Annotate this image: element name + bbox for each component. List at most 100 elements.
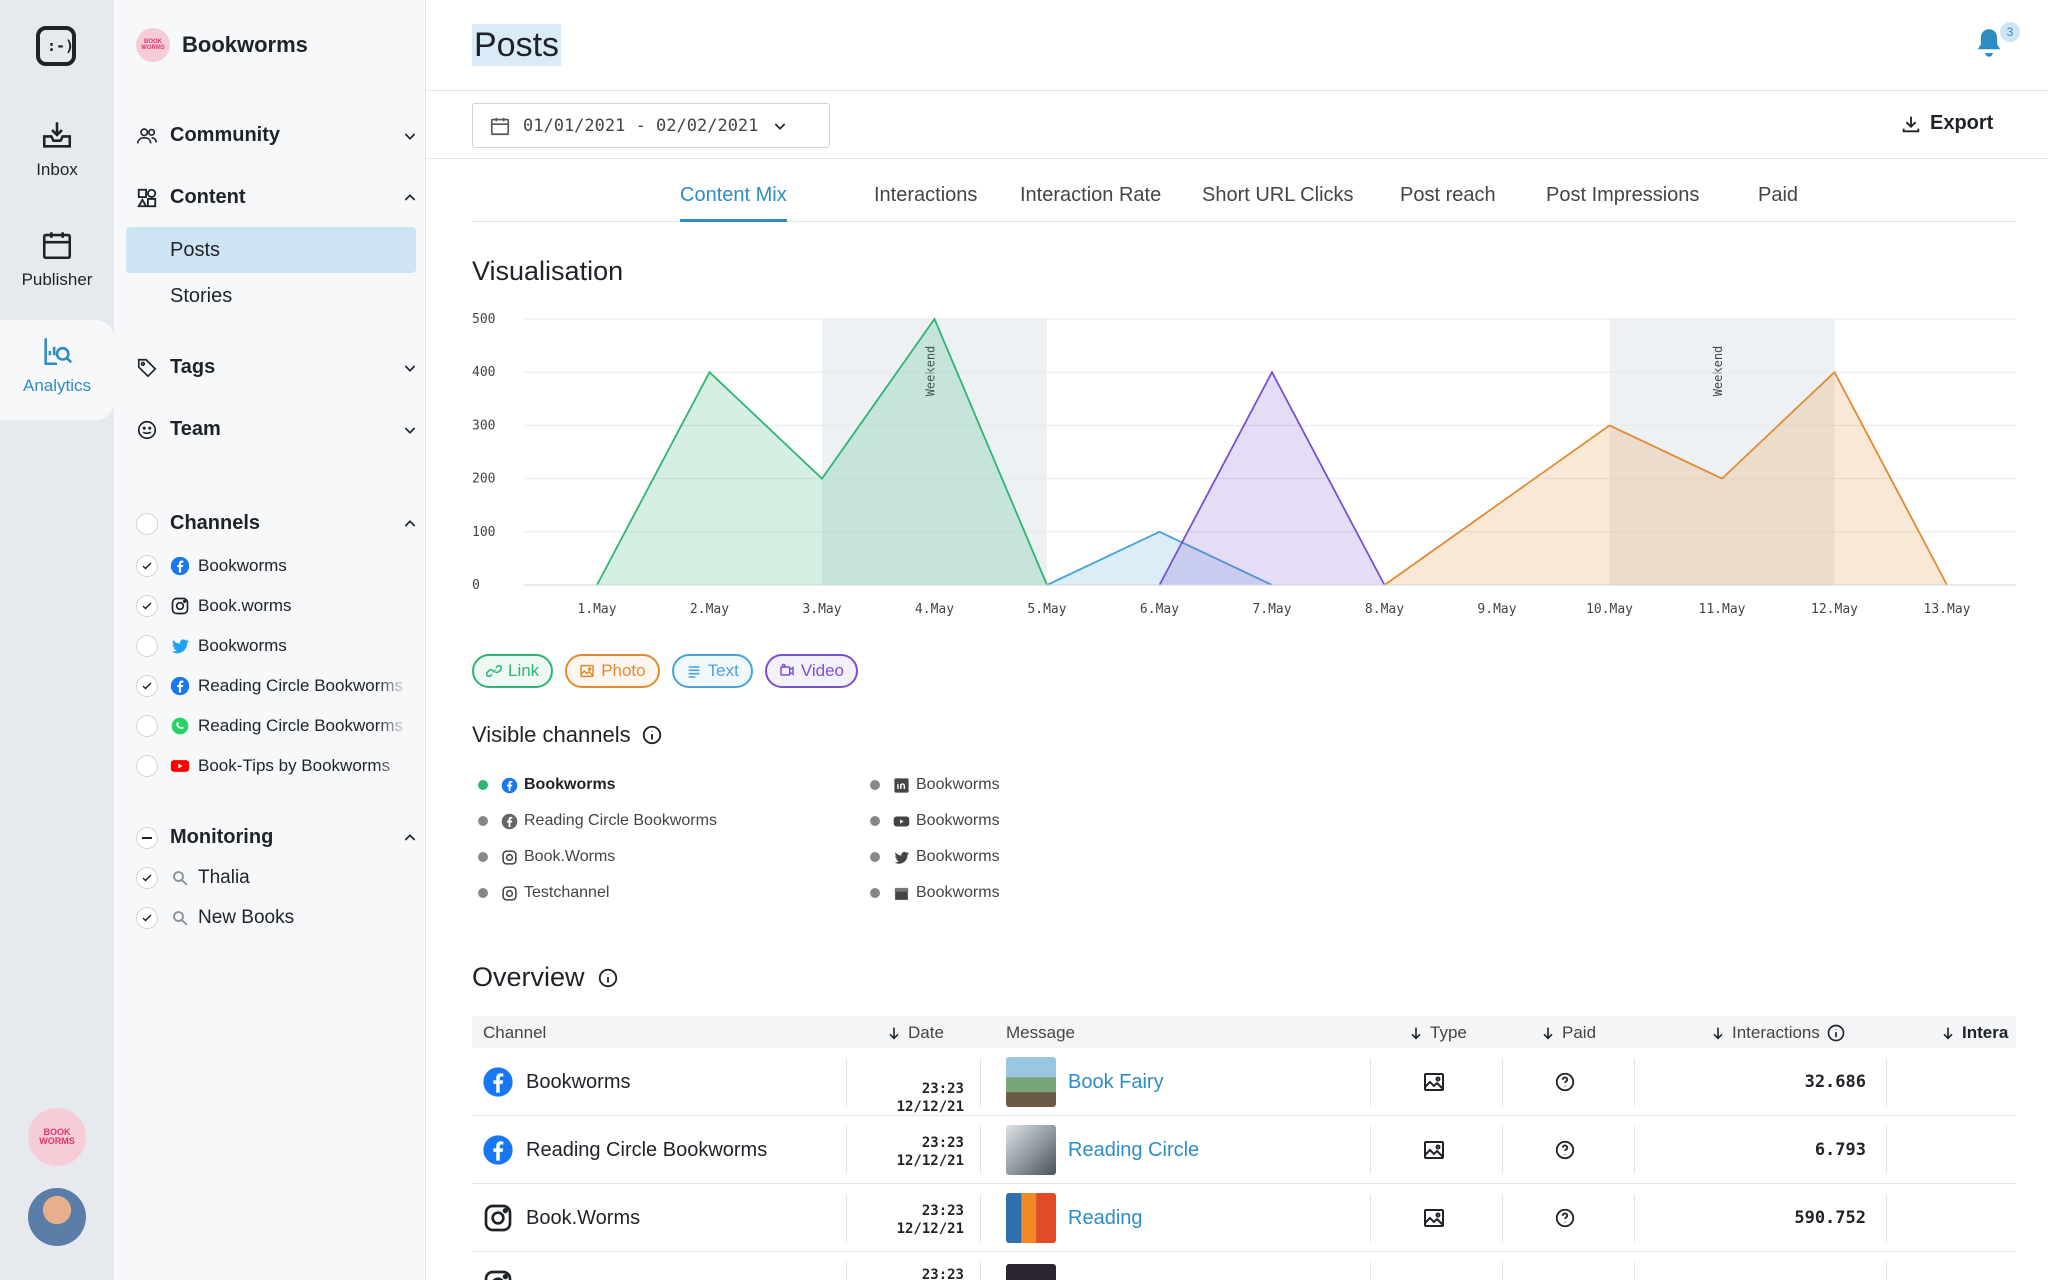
channel-label: Reading Circle Bookworms [198, 716, 404, 735]
sidebar-section-content[interactable]: Content [136, 186, 418, 209]
x-tick-label: 13.May [1924, 602, 1971, 617]
divider [1502, 1126, 1503, 1174]
chevron-up-icon [404, 193, 416, 201]
sidebar-section-community[interactable]: Community [136, 124, 418, 147]
monitoring-item[interactable]: New Books [136, 907, 426, 929]
visible-channel-item[interactable]: Bookworms [870, 812, 1000, 830]
legend-pill-video[interactable]: Video [764, 654, 858, 688]
legend-pill-photo[interactable]: Photo [565, 654, 660, 688]
channel-checkbox[interactable] [136, 635, 158, 657]
rail-analytics[interactable]: Analytics [0, 334, 114, 396]
page-title: Posts [472, 24, 562, 66]
x-tick-label: 3.May [802, 602, 841, 617]
message-cell[interactable]: Reading Circle [1006, 1116, 1199, 1184]
monitoring-checkbox[interactable] [136, 907, 158, 929]
export-button[interactable]: Export [1900, 112, 1993, 135]
x-tick-label: 8.May [1365, 602, 1404, 617]
post-message-link[interactable]: Book Fairy [1068, 1070, 1164, 1093]
sidebar-section-channels[interactable]: Channels [136, 512, 418, 535]
tab-post-impressions[interactable]: Post Impressions [1546, 184, 1700, 206]
legend-pill-link[interactable]: Link [472, 654, 554, 688]
channel-item[interactable]: Book-Tips by Bookworms [136, 755, 426, 777]
table-header: Channel Date Message Type Paid Interacti… [472, 1016, 2016, 1048]
table-row[interactable]: Reading Circle Bookworms 23:23 12/12/21 … [472, 1116, 2016, 1184]
notification-badge: 3 [2000, 22, 2020, 42]
table-row[interactable]: Book.Worms 23:23 12/12/21 Reading 590.75… [472, 1184, 2016, 1252]
bell-icon[interactable] [1974, 26, 2004, 60]
column-header-paid[interactable]: Paid [1540, 1023, 1596, 1043]
visible-channel-item[interactable]: Bookworms [870, 884, 1000, 902]
channel-checkbox[interactable] [136, 555, 158, 577]
table-row[interactable]: 23:23 [472, 1252, 2016, 1280]
date-cell: 23:23 [878, 1252, 964, 1280]
channel-checkbox[interactable] [136, 715, 158, 737]
channel-item[interactable]: Bookworms [136, 555, 426, 577]
column-header-label: Type [1430, 1023, 1467, 1042]
post-date: 12/12/21 [896, 1153, 964, 1169]
visible-channel-item[interactable]: Reading Circle Bookworms [478, 812, 717, 830]
post-date: 12/12/21 [896, 1099, 964, 1115]
content-icon [136, 187, 158, 209]
rail-publisher[interactable]: Publisher [0, 228, 114, 290]
column-header-interaction-rate[interactable]: Intera [1940, 1023, 2008, 1043]
message-cell[interactable]: Reading [1006, 1184, 1143, 1252]
tab-short-url-clicks[interactable]: Short URL Clicks [1202, 184, 1354, 206]
visible-channels-title-text: Visible channels [472, 722, 631, 747]
tab-paid[interactable]: Paid [1758, 184, 1799, 206]
message-cell[interactable] [1006, 1252, 1056, 1280]
column-header-interactions[interactable]: Interactions [1710, 1023, 1846, 1043]
tab-interactions[interactable]: Interactions [874, 184, 978, 206]
sidebar-section-monitoring[interactable]: Monitoring [136, 826, 418, 849]
y-tick-label: 300 [472, 418, 495, 433]
facebook-icon [170, 556, 190, 576]
video-icon [780, 663, 794, 676]
post-message-link[interactable]: Reading [1068, 1206, 1143, 1229]
user-avatar[interactable] [28, 1188, 86, 1246]
tab-post-reach[interactable]: Post reach [1400, 184, 1496, 206]
x-tick-label: 1.May [577, 602, 616, 617]
download-icon [1902, 116, 1920, 132]
visible-channel-item[interactable]: Bookworms [870, 776, 1000, 794]
legend-pill-text[interactable]: Text [671, 654, 753, 688]
visible-channel-item[interactable]: Testchannel [478, 884, 609, 902]
channel-item[interactable]: Reading Circle Bookworms [136, 675, 426, 697]
google-my-business-icon [892, 884, 910, 902]
channel-checkbox[interactable] [136, 675, 158, 697]
info-icon[interactable] [597, 967, 619, 989]
sidebar-item-stories[interactable]: Stories [170, 285, 233, 307]
workspace-header[interactable]: BOOK WORMS Bookworms [136, 28, 308, 62]
column-header-date[interactable]: Date [886, 1023, 944, 1043]
channel-item[interactable]: Reading Circle Bookworms [136, 715, 426, 737]
info-icon[interactable] [641, 724, 663, 746]
column-header-message[interactable]: Message [1006, 1023, 1075, 1043]
post-message-link[interactable]: Reading Circle [1068, 1138, 1200, 1161]
tab-content-mix[interactable]: Content Mix [680, 184, 787, 222]
monitoring-item[interactable]: Thalia [136, 867, 426, 889]
column-header-type[interactable]: Type [1408, 1023, 1467, 1043]
monitoring-checkbox[interactable] [136, 867, 158, 889]
tab-interaction-rate[interactable]: Interaction Rate [1020, 184, 1162, 206]
message-cell[interactable]: Book Fairy [1006, 1048, 1164, 1116]
app-logo[interactable]: :-) [36, 26, 76, 66]
channel-item[interactable]: Book.worms [136, 595, 426, 617]
rail-inbox[interactable]: Inbox [0, 118, 114, 180]
channel-checkbox[interactable] [136, 595, 158, 617]
sidebar-section-team[interactable]: Team [136, 418, 418, 441]
workspace-avatar[interactable]: BOOK WORMS [28, 1108, 86, 1166]
visible-channel-item[interactable]: Bookworms [478, 776, 616, 794]
select-all-checkbox[interactable] [136, 512, 158, 535]
date-range-picker[interactable]: 01/01/2021 - 02/02/2021 [472, 103, 830, 148]
analytics-icon [44, 338, 73, 366]
visible-channel-item[interactable]: Bookworms [870, 848, 1000, 866]
collapse-checkbox[interactable] [136, 826, 158, 849]
channel-item[interactable]: Bookworms [136, 635, 426, 657]
info-icon[interactable] [1826, 1023, 1846, 1043]
sidebar-item-posts[interactable]: Posts [126, 227, 416, 273]
channel-label: Book.worms [198, 596, 292, 615]
channel-checkbox[interactable] [136, 755, 158, 777]
table-row[interactable]: Bookworms 23:23 12/12/21 Book Fairy 32.6… [472, 1048, 2016, 1116]
sidebar-section-tags[interactable]: Tags [136, 356, 418, 379]
visible-channel-item[interactable]: Book.Worms [478, 848, 615, 866]
visible-channel-label: Bookworms [916, 848, 1000, 865]
column-header-channel[interactable]: Channel [483, 1023, 546, 1043]
